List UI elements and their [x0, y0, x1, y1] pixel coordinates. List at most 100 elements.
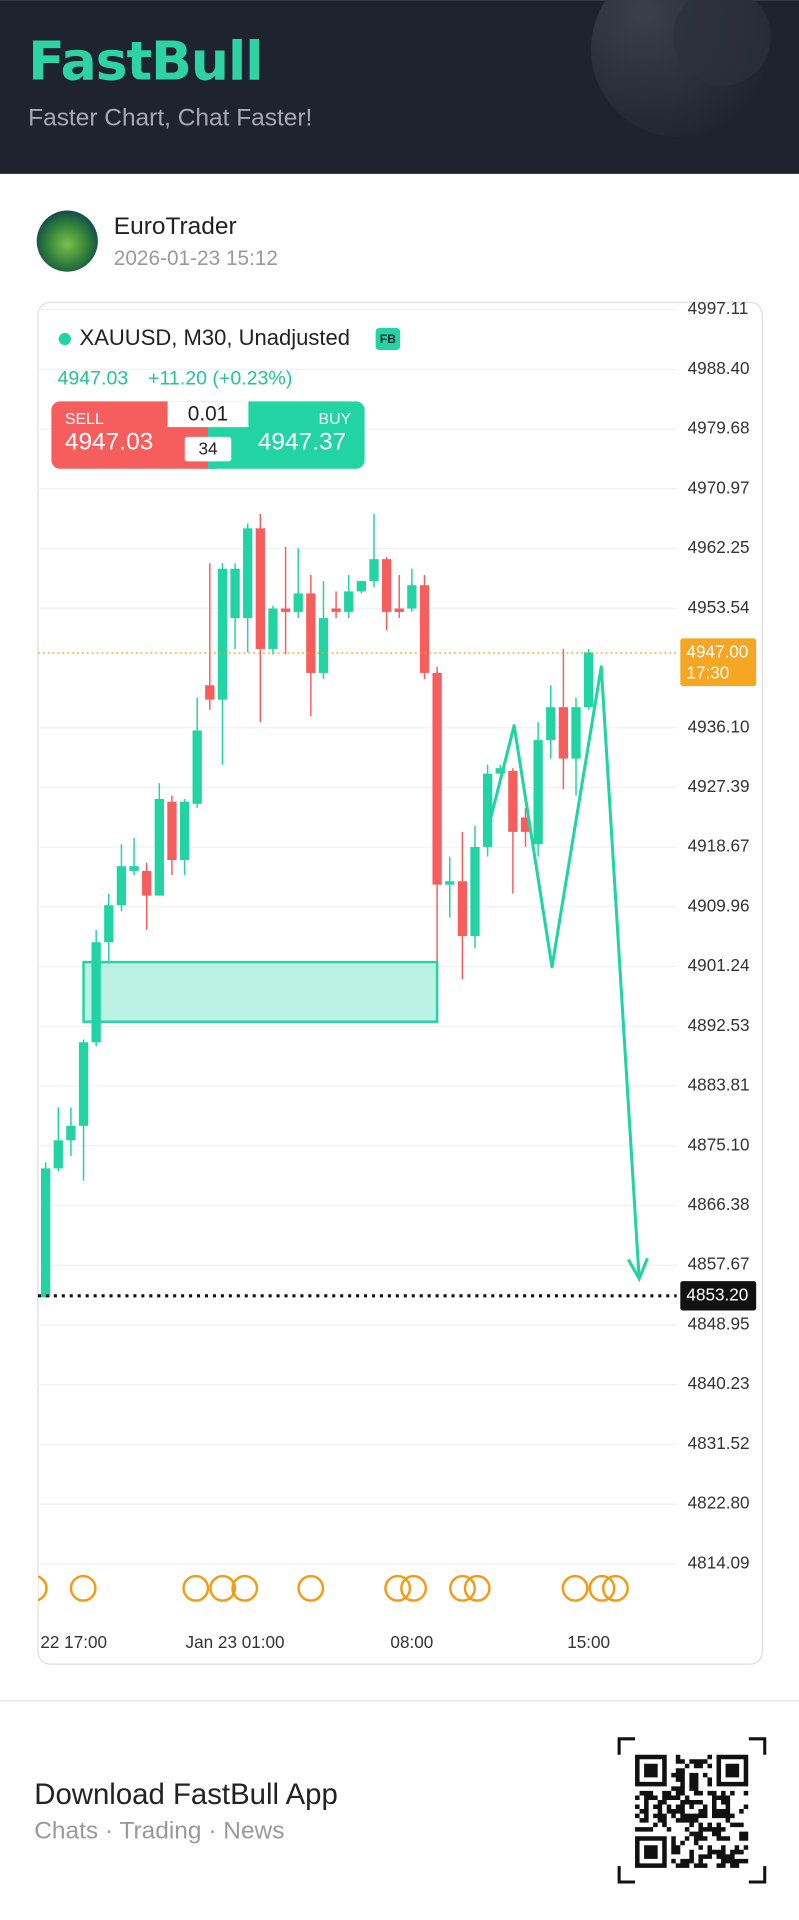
symbol: XAUUSD, M30, Unadjusted — [80, 325, 350, 350]
spread: 34 — [198, 438, 218, 458]
candle-body — [470, 846, 480, 937]
candle-body — [268, 608, 278, 649]
last-price-label: 4947.00 — [686, 642, 748, 662]
footer-subtitle: Chats · Trading · News — [34, 1817, 284, 1844]
candle-body — [230, 568, 240, 619]
candle-body — [482, 773, 493, 847]
candle-body — [495, 768, 505, 774]
y-tick-label: 4857.67 — [688, 1254, 750, 1274]
candle-body — [66, 1125, 76, 1141]
y-tick-label: 4840.23 — [688, 1373, 750, 1393]
y-tick-label: 4988.40 — [688, 358, 750, 378]
buy-button-edge — [208, 401, 218, 469]
y-tick-label: 4918.67 — [688, 836, 750, 856]
y-tick-label: 4909.96 — [688, 895, 750, 915]
y-tick-label: 4979.68 — [688, 418, 750, 438]
y-tick-label: 4953.54 — [688, 597, 750, 617]
x-tick-label: Jan 23 01:00 — [186, 1632, 285, 1652]
candle-body — [318, 618, 329, 673]
marked-price-label: 4853.20 — [686, 1284, 748, 1304]
x-tick-label: 08:00 — [390, 1632, 433, 1652]
candle-body — [255, 528, 265, 649]
candle-body — [28, 1297, 37, 1302]
candle-body — [205, 685, 215, 700]
candle-body — [280, 608, 291, 612]
candle-body — [546, 707, 556, 741]
buy-label: BUY — [318, 411, 351, 428]
zone — [82, 960, 439, 1023]
candle-body — [179, 801, 190, 860]
brand-title: FastBull — [28, 30, 262, 93]
y-tick-label: 4883.81 — [688, 1075, 750, 1095]
candle-body — [293, 593, 303, 612]
candle-body — [243, 528, 253, 619]
y-tick-label: 4997.11 — [688, 298, 749, 318]
y-tick-label: 4831.52 — [688, 1433, 750, 1453]
footer-title: Download FastBull App — [34, 1778, 338, 1811]
candle-body — [381, 559, 392, 612]
drawing-path — [488, 665, 641, 1279]
marked-price-tag — [680, 1281, 757, 1311]
badge-text: FB — [380, 332, 396, 346]
candle-body — [508, 770, 518, 832]
post-time: 2026-01-23 15:12 — [114, 247, 278, 270]
x-tick-label: 22 17:00 — [40, 1632, 107, 1652]
candle-body — [445, 881, 455, 885]
last-price-tag — [680, 638, 757, 687]
candle-body — [369, 559, 379, 582]
header-decoration — [672, 0, 771, 86]
countdown: 17:30 — [686, 662, 729, 682]
author: EuroTrader — [114, 213, 237, 240]
candle-body — [344, 591, 354, 612]
change: +11.20 (+0.23%) — [148, 368, 292, 390]
icon-mask — [0, 1573, 38, 1606]
spread-box — [184, 436, 232, 462]
y-tick-label: 4962.25 — [688, 537, 750, 557]
candle-body — [91, 942, 101, 1043]
axis: 4997.11 4988.40 4979.68 4970.97 4962.25 4953.… — [40, 298, 750, 1652]
lot-box[interactable] — [167, 401, 249, 428]
candle-body — [104, 905, 114, 943]
candle-body — [116, 866, 127, 906]
candle-body — [142, 870, 152, 896]
candle-body — [419, 585, 430, 673]
candle-body — [217, 568, 228, 700]
badge — [375, 328, 401, 351]
candle-body — [356, 581, 366, 592]
sell-label: SELL — [65, 411, 104, 428]
candle-body — [41, 1168, 51, 1298]
candle-body — [129, 866, 139, 871]
y-tick-label: 4848.95 — [688, 1313, 750, 1333]
status-dot — [58, 332, 71, 346]
candle-body — [583, 652, 594, 708]
candle-body — [432, 672, 442, 885]
y-tick-label: 4875.10 — [688, 1134, 750, 1154]
candle-body — [520, 817, 531, 832]
qr-frame — [617, 1737, 767, 1884]
x-tick-label: 15:00 — [567, 1632, 610, 1652]
y-tick-label: 4901.24 — [688, 955, 750, 975]
candle-body — [306, 593, 316, 673]
sell-price: 4947.03 — [65, 429, 153, 456]
candle-body — [167, 801, 177, 860]
brand-subtitle: Faster Chart, Chat Faster! — [28, 104, 312, 131]
grid — [37, 309, 677, 1565]
candle-body — [53, 1140, 63, 1169]
candle-body — [331, 608, 341, 612]
price: 4947.03 — [58, 368, 129, 390]
candle-body — [571, 707, 581, 759]
qr-code[interactable] — [635, 1754, 749, 1868]
candle-body — [394, 608, 404, 612]
candle-body — [533, 740, 543, 845]
plot — [28, 513, 594, 1302]
candle-body — [78, 1042, 89, 1126]
y-tick-label: 4822.80 — [688, 1493, 750, 1513]
y-tick-label: 4936.10 — [688, 716, 750, 736]
y-tick-label: 4892.53 — [688, 1015, 750, 1035]
candle-body — [457, 881, 468, 937]
y-tick-label: 4927.39 — [688, 776, 750, 796]
avatar[interactable] — [36, 210, 98, 272]
candle-body — [558, 707, 569, 759]
y-tick-label: 4970.97 — [688, 477, 750, 497]
